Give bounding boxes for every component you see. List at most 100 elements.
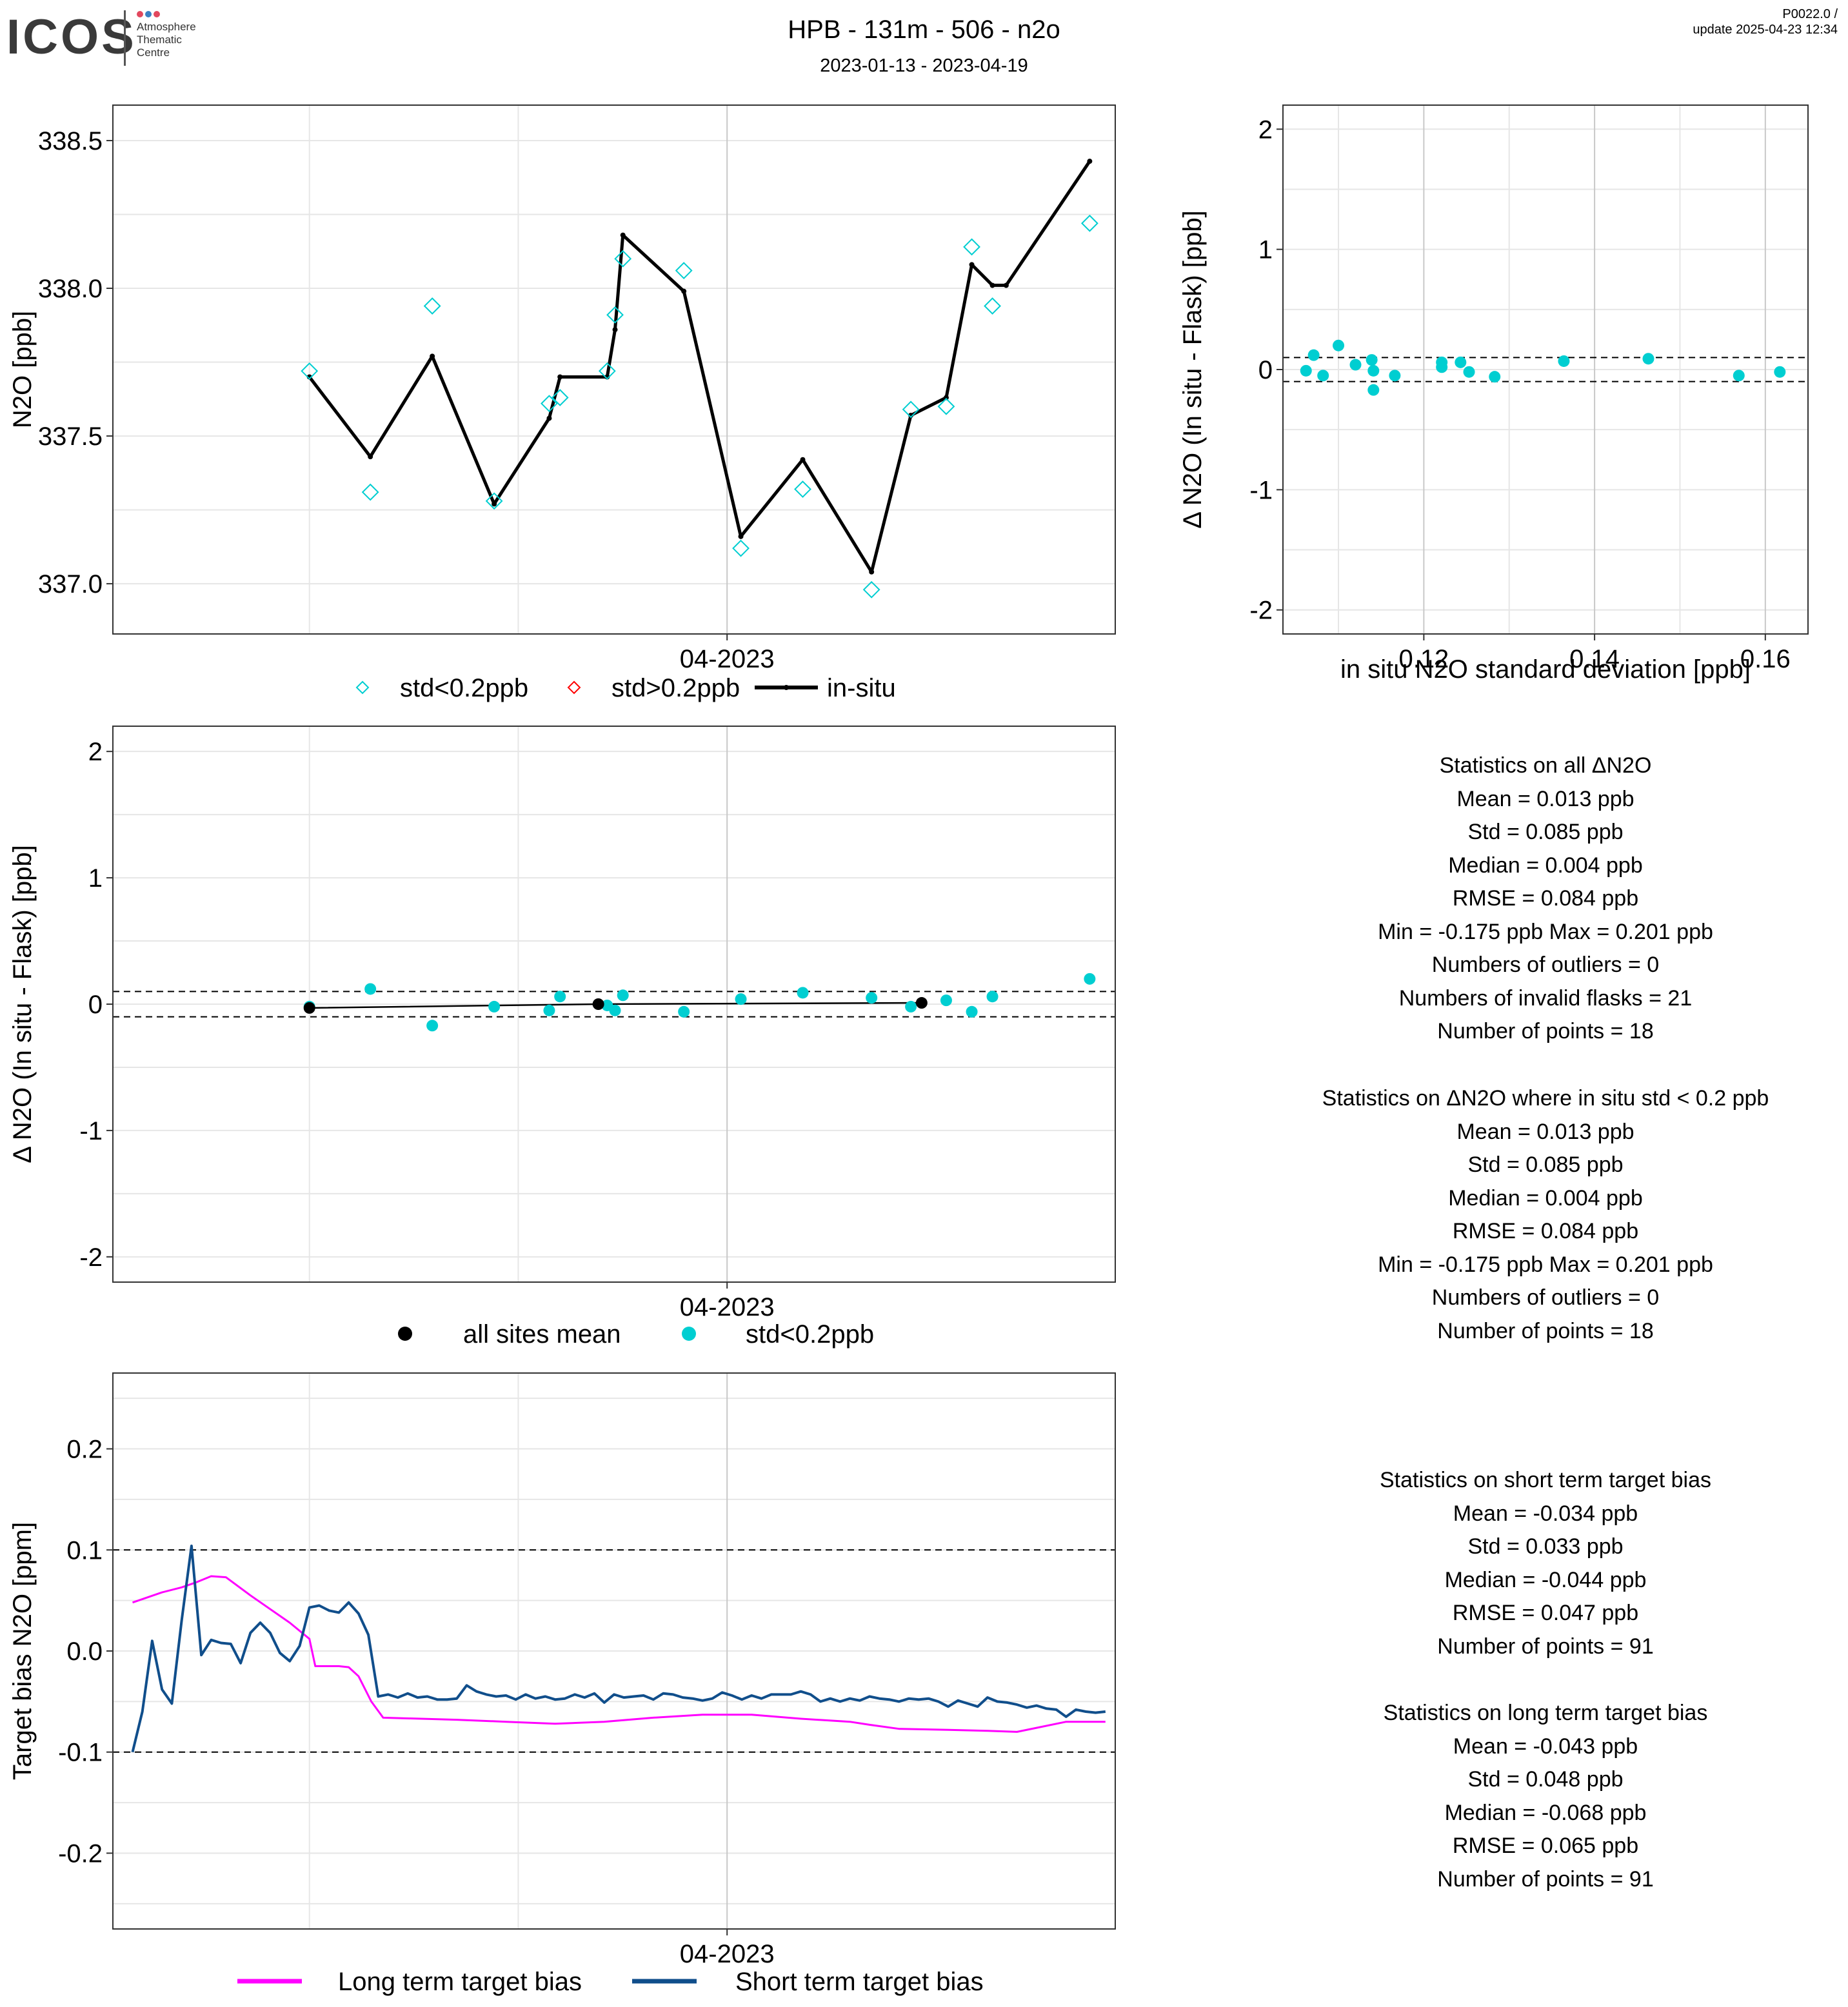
icos-logo: ICOS — [6, 10, 137, 64]
update-label: update 2025-04-23 12:34 — [1693, 23, 1838, 37]
dts-y-tick-label: -2 — [79, 1243, 103, 1272]
dstd-point — [1774, 366, 1786, 378]
stats-title: Statistics on short term target bias — [1380, 1468, 1711, 1492]
page-title: HPB - 131m - 506 - n2o — [788, 15, 1060, 44]
dstd-x-tick-label: 0.12 — [1398, 645, 1449, 673]
tb-y-tick-label: -0.1 — [58, 1739, 103, 1767]
stats-line: Numbers of outliers = 0 — [1431, 1285, 1660, 1310]
dstd-x-axis-label: in situ N2O standard deviation [ppb] — [1340, 655, 1751, 684]
legend-flask-ok-label: std<0.2ppb — [400, 674, 528, 702]
stats-line: Mean = 0.013 ppb — [1456, 786, 1634, 811]
stats-line: Mean = -0.043 ppb — [1453, 1734, 1638, 1759]
flask-ok-point — [675, 262, 693, 279]
version-info: P0022.0 / update 2025-04-23 12:34 — [1693, 6, 1838, 37]
stats-title: Statistics on all ΔN2O — [1439, 753, 1652, 778]
short-term-bias-line — [131, 1545, 1106, 1753]
dstd-x-tick-label: 0.14 — [1569, 645, 1620, 673]
stats-line: RMSE = 0.084 ppb — [1452, 886, 1639, 911]
flask-ok-point — [301, 362, 319, 380]
dstd-point — [1733, 370, 1745, 382]
flask-ok-point — [984, 297, 1001, 315]
tb-y-tick-label: -0.2 — [58, 1839, 103, 1868]
stats-line: Number of points = 91 — [1437, 1866, 1654, 1892]
tb-y-tick-label: 0.0 — [66, 1637, 103, 1666]
stats-line: RMSE = 0.065 ppb — [1452, 1834, 1639, 1858]
dts-y-tick-label: -1 — [79, 1117, 103, 1145]
long-term-bias-line — [132, 1575, 1106, 1733]
stats-line: Mean = 0.013 ppb — [1456, 1119, 1634, 1144]
legend-std-ok-icon — [682, 1327, 696, 1341]
insitu-point — [738, 533, 744, 539]
legend-flask-ok-icon — [355, 680, 370, 695]
flask-ok-point — [485, 492, 503, 510]
ts-y-tick-label: 338.0 — [38, 275, 103, 303]
dts-flask-point — [1084, 973, 1096, 985]
stats-line: Number of points = 18 — [1437, 1019, 1654, 1043]
dts-flask-point — [678, 1005, 690, 1018]
dstd-x-tick-label: 0.16 — [1740, 645, 1791, 673]
dstd-y-tick-label: -2 — [1249, 597, 1273, 625]
dts-flask-point — [866, 992, 878, 1004]
dts-x-tick-label: 04-2023 — [680, 1293, 775, 1321]
stats-line: Std = 0.033 ppb — [1467, 1534, 1624, 1559]
insitu-point — [989, 282, 995, 288]
dstd-point — [1367, 384, 1380, 396]
flask-ok-point — [606, 306, 624, 324]
legend-insitu-dot — [784, 685, 789, 690]
dstd-y-tick-label: 2 — [1258, 115, 1273, 144]
dstd-y-tick-label: -1 — [1249, 476, 1273, 504]
stats-line: Min = -0.175 ppb Max = 0.201 ppb — [1378, 919, 1713, 944]
dts-y-tick-label: 2 — [88, 738, 103, 766]
dstd-point — [1642, 353, 1654, 365]
insitu-point — [800, 457, 806, 462]
flask-ok-point — [794, 480, 811, 498]
dts-flask-point — [543, 1004, 555, 1016]
insitu-point — [869, 569, 875, 575]
dstd-point — [1436, 356, 1448, 368]
legend-mean-label: all sites mean — [463, 1320, 621, 1349]
dts-flask-point — [364, 983, 377, 995]
stats-short-term-block: Statistics on short term target bias Mea… — [1255, 1464, 1836, 1663]
dts-flask-point — [797, 987, 809, 999]
dts-flask-point — [617, 989, 629, 1002]
stats-title: Statistics on long term target bias — [1383, 1701, 1708, 1725]
stats-line: Std = 0.085 ppb — [1467, 820, 1624, 844]
ts-y-tick-label: 337.0 — [38, 570, 103, 598]
dstd-point — [1317, 370, 1329, 382]
flask-ok-point — [937, 397, 955, 415]
stats-line: Number of points = 18 — [1437, 1318, 1654, 1343]
stats-line: Mean = -0.034 ppb — [1453, 1501, 1638, 1526]
flask-ok-point — [361, 483, 379, 501]
flask-ok-point — [862, 580, 880, 598]
ts-x-tick-label: 04-2023 — [680, 645, 775, 673]
stats-line: RMSE = 0.047 ppb — [1452, 1601, 1639, 1625]
dts-flask-point — [554, 991, 566, 1003]
tb-y-axis-label: Target bias N2O [ppm] — [8, 1522, 37, 1780]
insitu-point — [557, 374, 563, 380]
dts-flask-point — [940, 994, 952, 1007]
legend-flask-bad-icon — [567, 680, 581, 695]
insitu-point — [612, 327, 618, 333]
dts-flask-point — [986, 991, 999, 1003]
dts-flask-point — [735, 993, 747, 1005]
insitu-point — [368, 454, 373, 460]
flask-ok-point — [732, 539, 750, 557]
tb-y-tick-label: 0.2 — [66, 1436, 103, 1464]
dstd-point — [1307, 349, 1320, 361]
flask-ok-point — [598, 362, 616, 380]
dts-flask-point — [426, 1020, 439, 1032]
insitu-point — [681, 288, 687, 294]
stats-line: Median = -0.068 ppb — [1444, 1800, 1647, 1825]
dstd-point — [1455, 356, 1467, 368]
stats-line: Numbers of invalid flasks = 21 — [1398, 985, 1693, 1011]
insitu-point — [969, 262, 975, 268]
date-range: 2023-01-13 - 2023-04-19 — [820, 55, 1028, 76]
stats-line: Std = 0.085 ppb — [1467, 1152, 1624, 1177]
legend-long-term-label: Long term target bias — [338, 1968, 582, 1996]
legend-insitu-label: in-situ — [827, 674, 896, 702]
dts-y-tick-label: 1 — [88, 864, 103, 893]
dstd-point — [1389, 370, 1401, 382]
insitu-point — [1003, 282, 1009, 288]
logo-sub-line: Thematic — [137, 34, 182, 46]
